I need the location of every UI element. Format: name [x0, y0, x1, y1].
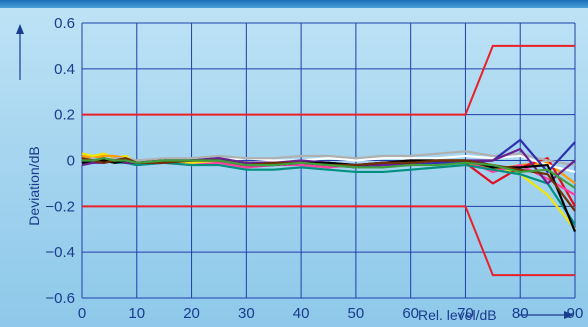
- tolerance-line-upper: [82, 44, 575, 116]
- x-tick-label-8: 80: [512, 305, 529, 322]
- y-tick-label-6: −0.6: [45, 290, 75, 307]
- x-axis-label: Rel. level/dB: [418, 307, 497, 323]
- y-axis-label: Deviation/dB: [26, 146, 42, 225]
- x-tick-label-1: 10: [128, 305, 145, 322]
- x-tick-label-6: 60: [402, 305, 419, 322]
- y-tick-label-4: −0.2: [45, 198, 75, 215]
- tolerance-line-lower: [82, 205, 575, 277]
- y-tick-label-3: 0: [67, 153, 75, 170]
- x-tick-label-2: 20: [183, 305, 200, 322]
- x-tick-label-7: 70: [457, 305, 474, 322]
- y-tick-labels: 0.6 0.4 0.2 0 −0.2 −0.4 −0.6: [45, 15, 75, 307]
- x-tick-label-0: 0: [78, 305, 86, 322]
- y-tick-label-1: 0.4: [54, 61, 75, 78]
- y-tick-label-5: −0.4: [45, 244, 75, 261]
- y-tick-label-0: 0.6: [54, 15, 75, 32]
- y-tick-label-2: 0.2: [54, 107, 75, 124]
- x-tick-label-4: 40: [293, 305, 310, 322]
- x-tick-label-5: 50: [348, 305, 365, 322]
- tolerance-limits: [82, 44, 575, 277]
- x-axis-arrow: [518, 311, 574, 319]
- x-tick-label-9: 90: [567, 305, 584, 322]
- series-lines: [81, 138, 577, 232]
- x-tick-labels: 0 10 20 30 40 50 60 70 80 90: [78, 305, 584, 322]
- y-axis-arrow: [16, 24, 24, 80]
- series-line-6: [82, 159, 576, 226]
- series-line-10: [81, 157, 576, 212]
- top-banner-strip: [0, 0, 588, 8]
- series-line-5: [81, 150, 576, 167]
- series-line-11: [82, 157, 576, 189]
- x-tick-label-3: 30: [238, 305, 255, 322]
